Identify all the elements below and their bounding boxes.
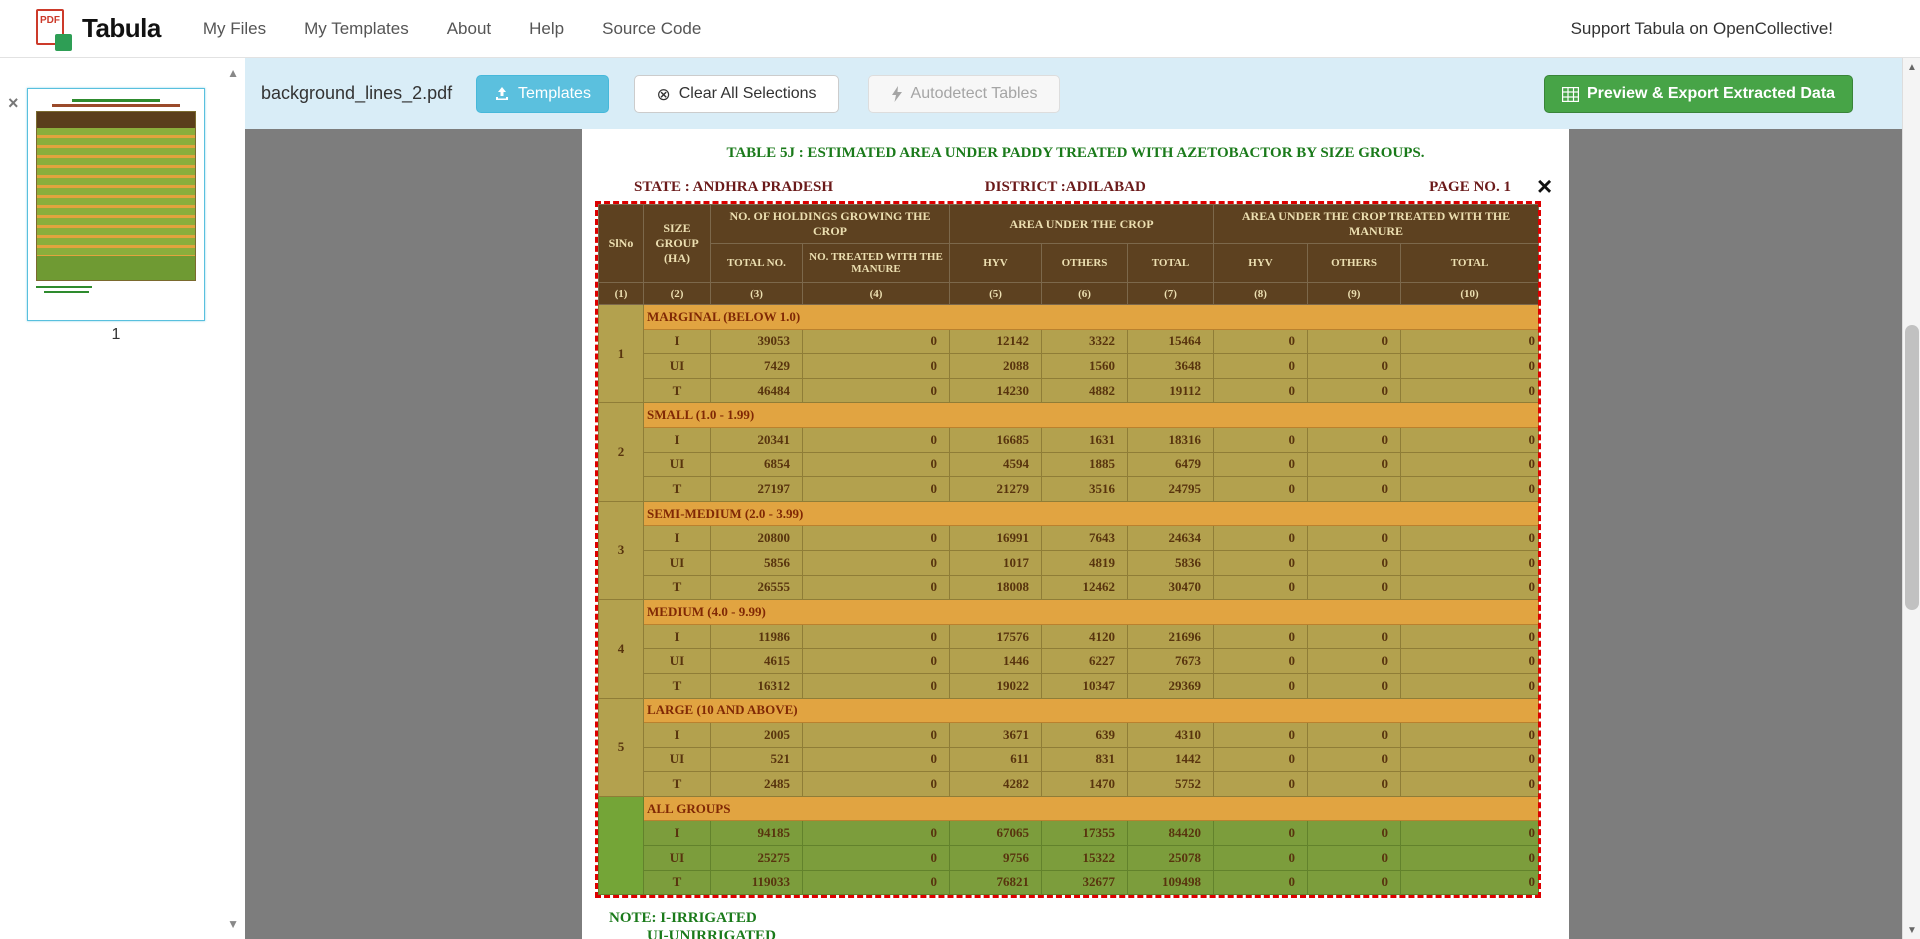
tabula-logo-icon: PDF <box>34 7 72 51</box>
remove-page-icon[interactable]: × <box>8 94 19 112</box>
sidebar-scroll-down-icon[interactable]: ▼ <box>227 917 239 931</box>
state-text: STATE : ANDHRA PRADESH <box>634 179 985 196</box>
page-thumbnail-preview <box>36 97 196 312</box>
templates-button-label: Templates <box>518 85 591 103</box>
navbar: PDF Tabula My Files My Templates About H… <box>0 0 1920 58</box>
preview-export-button[interactable]: Preview & Export Extracted Data <box>1544 75 1853 113</box>
page-thumbnail[interactable] <box>27 88 205 321</box>
clear-button-label: Clear All Selections <box>679 85 817 103</box>
nav-link-my-templates[interactable]: My Templates <box>304 19 409 39</box>
table-selection-box[interactable] <box>595 201 1541 898</box>
page-no-text: PAGE NO. 1 <box>1283 179 1511 196</box>
thumbnail-page-number: 1 <box>27 326 205 344</box>
scroll-up-icon[interactable]: ▲ <box>1903 58 1920 76</box>
vertical-scrollbar[interactable]: ▲ ▼ <box>1902 58 1920 939</box>
support-link[interactable]: Support Tabula on OpenCollective! <box>1571 19 1833 39</box>
templates-button[interactable]: Templates <box>476 75 609 113</box>
document-title: TABLE 5J : ESTIMATED AREA UNDER PADDY TR… <box>582 145 1569 162</box>
delete-selection-icon[interactable]: × <box>1537 173 1552 199</box>
current-filename: background_lines_2.pdf <box>261 58 452 129</box>
nav-link-about[interactable]: About <box>447 19 491 39</box>
export-button-label: Preview & Export Extracted Data <box>1587 85 1835 103</box>
autodetect-tables-button[interactable]: Autodetect Tables <box>868 75 1060 113</box>
lightning-icon <box>891 86 903 102</box>
autodetect-button-label: Autodetect Tables <box>911 85 1038 103</box>
table-grid-icon <box>1562 87 1579 102</box>
page-thumbnail-sidebar: × 1 ▲ ▼ <box>0 58 245 939</box>
note-line-2: UI-UNIRRIGATED <box>647 928 776 939</box>
note-line-1: NOTE: I-IRRIGATED <box>609 910 757 927</box>
upload-icon <box>494 86 510 102</box>
nav-link-source-code[interactable]: Source Code <box>602 19 701 39</box>
nav-links: My Files My Templates About Help Source … <box>203 19 701 39</box>
circle-x-icon: ⊗ <box>656 86 670 103</box>
scroll-down-icon[interactable]: ▼ <box>1903 921 1920 939</box>
pdf-page[interactable]: TABLE 5J : ESTIMATED AREA UNDER PADDY TR… <box>582 129 1569 939</box>
district-text: DISTRICT :ADILABAD <box>985 179 1283 196</box>
thumbnail-table-graphic <box>36 111 196 281</box>
brand[interactable]: PDF Tabula <box>34 7 161 51</box>
document-viewer: TABLE 5J : ESTIMATED AREA UNDER PADDY TR… <box>245 129 1902 939</box>
toolbar: background_lines_2.pdf Templates ⊗ Clear… <box>245 58 1902 129</box>
document-subheader: STATE : ANDHRA PRADESH DISTRICT :ADILABA… <box>582 179 1569 196</box>
sidebar-scroll-up-icon[interactable]: ▲ <box>227 66 239 80</box>
brand-name: Tabula <box>82 13 161 44</box>
clear-all-selections-button[interactable]: ⊗ Clear All Selections <box>634 75 839 113</box>
nav-link-my-files[interactable]: My Files <box>203 19 266 39</box>
nav-link-help[interactable]: Help <box>529 19 564 39</box>
scrollbar-thumb[interactable] <box>1905 325 1919 610</box>
